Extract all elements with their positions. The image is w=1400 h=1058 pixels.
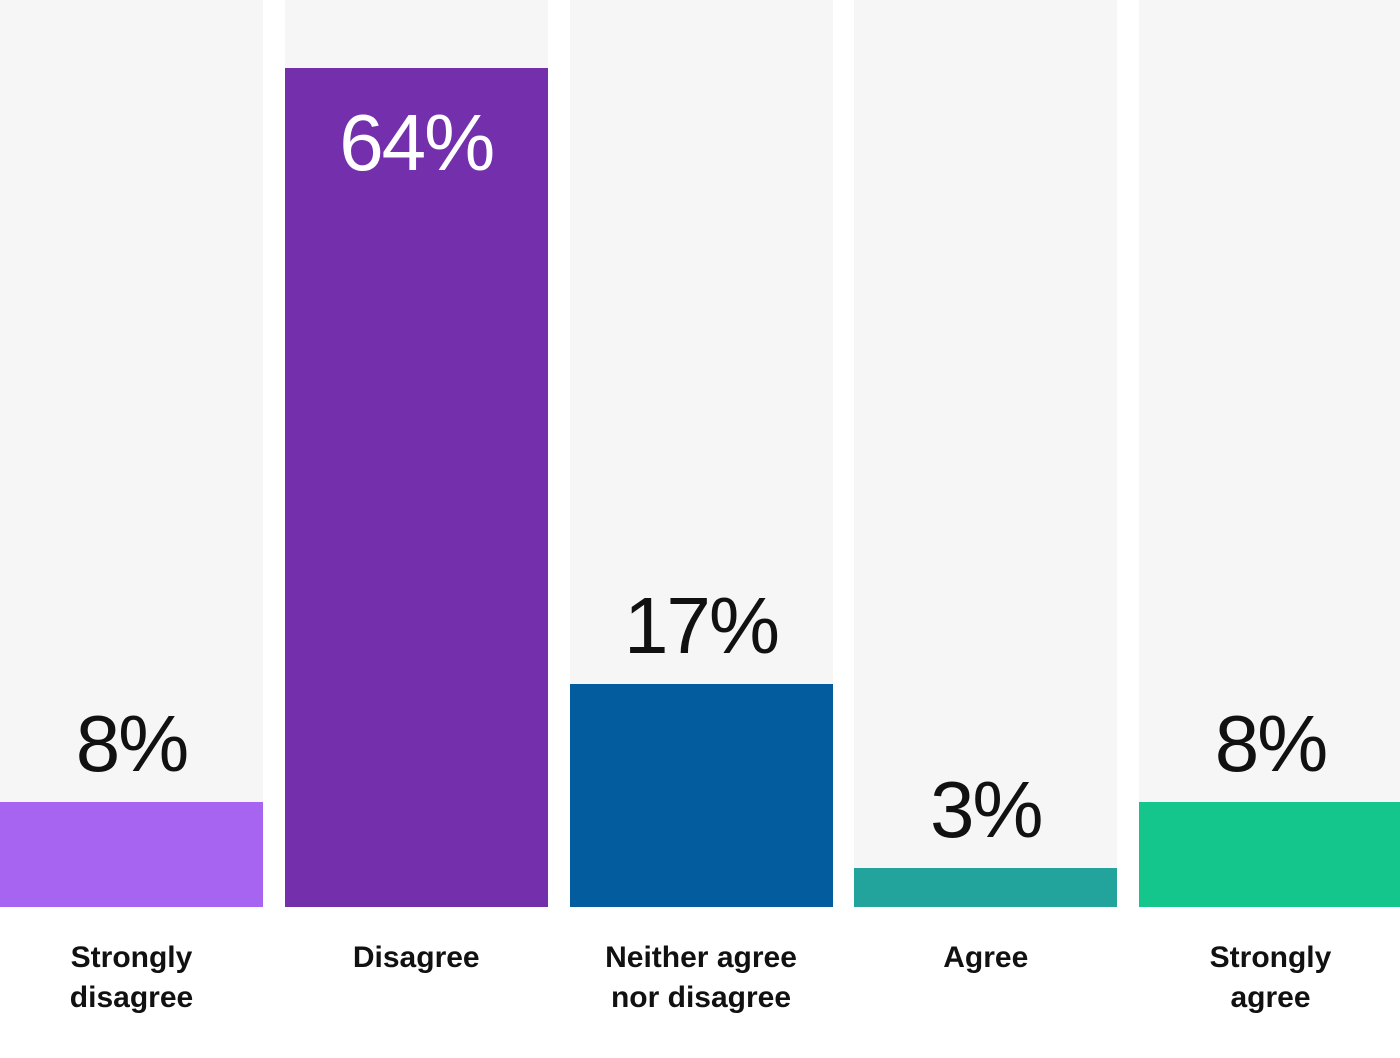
column-background	[0, 0, 263, 907]
category-label: Strongly disagree	[69, 941, 194, 1014]
value-label: 17%	[623, 581, 780, 671]
category-label: Strongly agree	[1209, 941, 1332, 1014]
category-label: Disagree	[352, 941, 480, 974]
category-label: Agree	[943, 941, 1029, 974]
bar	[854, 867, 1118, 907]
value-label: 64%	[339, 97, 495, 187]
category-label: Neither agree nor disagree	[605, 941, 797, 1014]
value-label: 3%	[929, 764, 1044, 854]
bar	[284, 67, 548, 907]
bar	[0, 802, 263, 907]
bar	[569, 684, 833, 907]
column-background	[1139, 0, 1400, 907]
value-label: 8%	[1214, 699, 1329, 789]
column-background	[854, 0, 1118, 907]
bar	[1139, 802, 1400, 907]
value-label: 8%	[75, 699, 190, 789]
